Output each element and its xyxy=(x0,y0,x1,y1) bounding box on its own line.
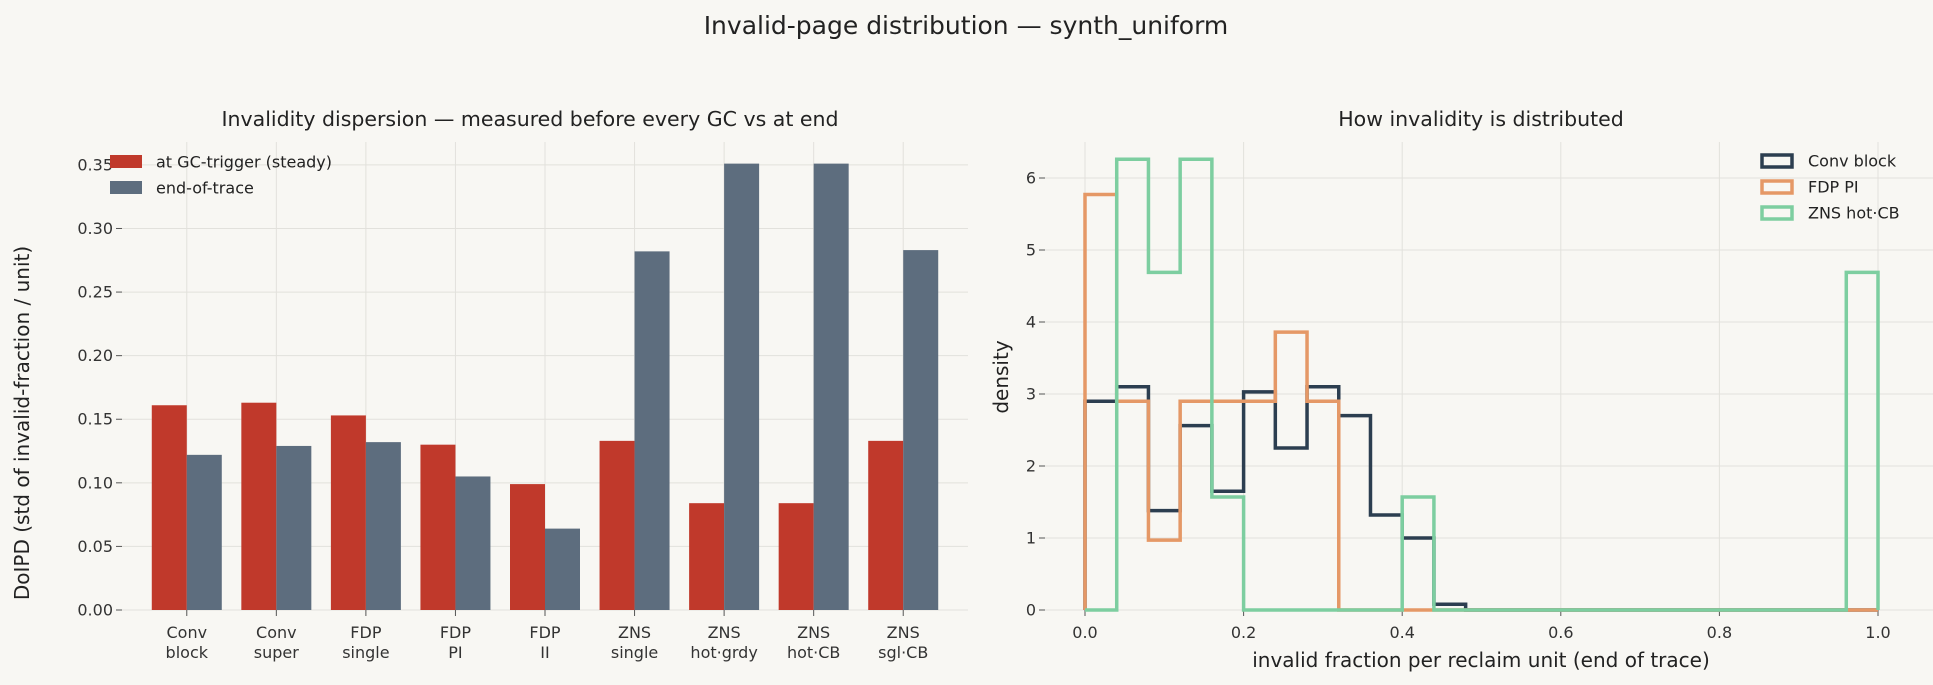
legend-swatch xyxy=(1760,205,1794,221)
legend-label: at GC-trigger (steady) xyxy=(156,153,332,172)
bar-chart-y-tick-label: 0.00 xyxy=(77,601,113,620)
bar-end-of-trace xyxy=(813,163,849,610)
legend-swatch xyxy=(110,181,142,194)
histogram-chart: How invalidity is distributed invalid fr… xyxy=(989,107,1933,672)
legend-label: Conv block xyxy=(1808,152,1897,171)
bar-chart-category-label: ZNS xyxy=(797,623,830,642)
histogram-step-conv-block xyxy=(1083,385,1878,612)
bar-gc-trigger xyxy=(778,503,814,610)
histogram-y-tick-label: 5 xyxy=(1026,241,1036,260)
bar-end-of-trace xyxy=(545,528,580,610)
legend-swatch xyxy=(110,155,142,168)
histogram-x-tick-label: 0.0 xyxy=(1072,623,1097,642)
histogram-x-ticks: 0.0 0.2 0.4 0.6 0.8 1.0 xyxy=(1072,610,1891,642)
bar-gc-trigger xyxy=(868,440,904,610)
bar-chart-category-label: block xyxy=(166,643,209,662)
histogram-x-tick-label: 0.6 xyxy=(1548,623,1573,642)
bar-end-of-trace xyxy=(724,163,760,610)
bar-gc-trigger xyxy=(241,402,277,610)
bar-gc-trigger xyxy=(599,440,635,610)
histogram-legend: Conv block FDP PI ZNS hot·CB xyxy=(1760,152,1900,223)
legend-swatch xyxy=(1760,153,1794,169)
bar-chart-category-label: hot·grdy xyxy=(690,643,757,662)
histogram-x-tick-label: 0.2 xyxy=(1231,623,1256,642)
histogram-xlabel: invalid fraction per reclaim unit (end o… xyxy=(1252,648,1710,672)
bar-chart-y-tick-label: 0.35 xyxy=(77,155,113,174)
bar-chart-legend: at GC-trigger (steady) end-of-trace xyxy=(110,153,332,198)
bar-chart-y-tick-label: 0.25 xyxy=(77,283,113,302)
histogram-x-tick-label: 1.0 xyxy=(1865,623,1890,642)
histogram-y-tick-label: 0 xyxy=(1026,601,1036,620)
histogram-y-tick-label: 1 xyxy=(1026,529,1036,548)
bar-chart-category-label: II xyxy=(540,643,549,662)
bar-chart-category-label: hot·CB xyxy=(787,643,840,662)
bar-chart-ylabel: DoIPD (std of invalid-fraction / unit) xyxy=(10,246,34,600)
histogram-step-fdp-pi xyxy=(1083,192,1878,612)
legend-label: ZNS hot·CB xyxy=(1808,204,1900,223)
bar-end-of-trace xyxy=(455,476,491,610)
bar-chart-category-label: FDP xyxy=(350,623,382,642)
bar-chart-y-ticks: 0.00 0.05 0.10 0.15 0.20 0.25 0.30 0.35 xyxy=(77,155,122,620)
bar-chart-category-label: single xyxy=(342,643,389,662)
bar-end-of-trace xyxy=(903,250,939,610)
histogram-step-zns-hot-cb xyxy=(1085,157,1880,612)
bar-chart: Invalidity dispersion — measured before … xyxy=(10,107,968,662)
bar-chart-category-label: ZNS xyxy=(708,623,741,642)
bar-chart-y-tick-label: 0.10 xyxy=(77,473,113,492)
legend-swatch xyxy=(1760,179,1794,195)
bar-chart-y-tick-label: 0.20 xyxy=(77,346,113,365)
bar-end-of-trace xyxy=(186,454,222,610)
histogram-ylabel: density xyxy=(989,340,1013,413)
legend-label: end-of-trace xyxy=(156,179,254,198)
bar-end-of-trace xyxy=(365,442,401,610)
histogram-y-tick-label: 2 xyxy=(1026,457,1036,476)
bar-gc-trigger xyxy=(420,444,456,610)
bar-chart-title: Invalidity dispersion — measured before … xyxy=(221,107,838,131)
bar-gc-trigger xyxy=(330,415,366,610)
bar-gc-trigger xyxy=(689,503,725,610)
histogram-x-tick-label: 0.4 xyxy=(1389,623,1414,642)
histogram-title: How invalidity is distributed xyxy=(1338,107,1624,131)
bar-chart-category-label: single xyxy=(611,643,658,662)
figure-title: Invalid-page distribution — synth_unifor… xyxy=(704,11,1229,40)
bar-chart-category-label: ZNS xyxy=(618,623,651,642)
legend-label: FDP PI xyxy=(1808,178,1859,197)
bar-end-of-trace xyxy=(634,251,670,610)
bar-chart-bars xyxy=(151,163,939,610)
bar-chart-category-label: FDP xyxy=(440,623,472,642)
bar-chart-category-label: Conv xyxy=(166,623,207,642)
histogram-y-ticks: 0 1 2 3 4 5 6 xyxy=(1026,169,1045,620)
bar-chart-category-label: FDP xyxy=(529,623,561,642)
bar-gc-trigger xyxy=(151,405,187,610)
histogram-x-tick-label: 0.8 xyxy=(1707,623,1732,642)
bar-end-of-trace xyxy=(276,445,312,610)
bar-chart-y-tick-label: 0.15 xyxy=(77,410,113,429)
histogram-y-tick-label: 6 xyxy=(1026,169,1036,188)
histogram-y-tick-label: 4 xyxy=(1026,313,1036,332)
bar-chart-category-label: PI xyxy=(448,643,462,662)
bar-chart-y-tick-label: 0.30 xyxy=(77,219,113,238)
bar-chart-category-label: sgl·CB xyxy=(878,643,928,662)
bar-chart-x-ticks: ConvblockConvsuperFDPsingleFDPPIFDPIIZNS… xyxy=(166,610,928,662)
histogram-y-tick-label: 3 xyxy=(1026,385,1036,404)
histogram-series xyxy=(1083,157,1880,612)
bar-chart-category-label: Conv xyxy=(256,623,297,642)
bar-chart-category-label: ZNS xyxy=(887,623,920,642)
bar-chart-category-label: super xyxy=(254,643,299,662)
bar-gc-trigger xyxy=(510,484,545,610)
bar-chart-y-tick-label: 0.05 xyxy=(77,537,113,556)
